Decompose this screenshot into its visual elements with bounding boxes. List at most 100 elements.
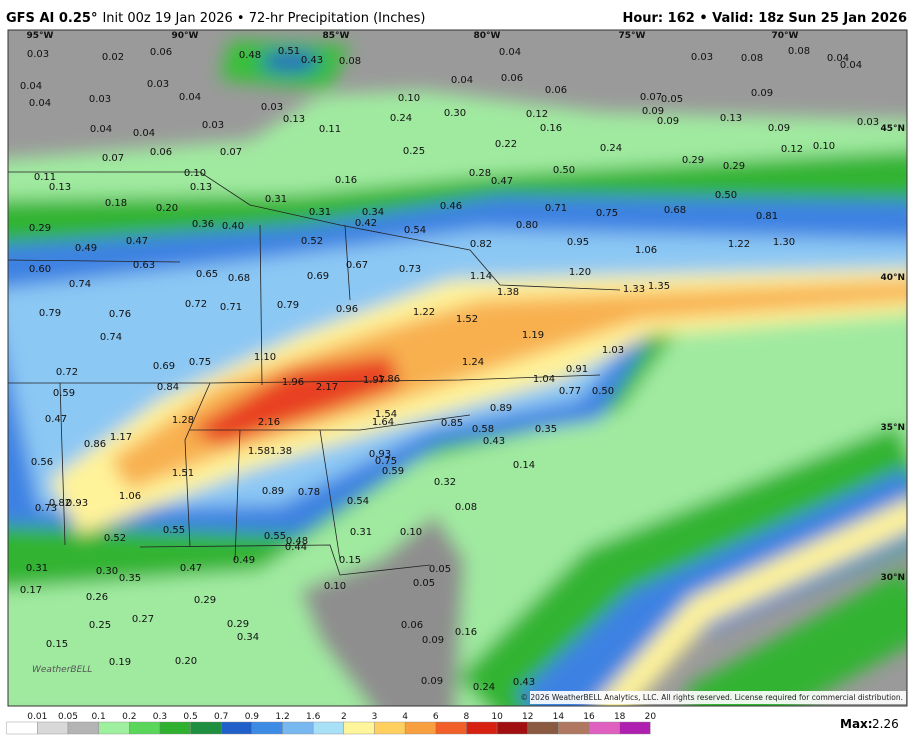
map-value-label: 0.22 (495, 139, 517, 150)
map-value-label: 0.58 (472, 424, 494, 435)
map-value-label: 0.04 (90, 124, 112, 135)
map-value-label: 0.52 (104, 533, 126, 544)
map-value-label: 0.08 (339, 56, 361, 67)
map-value-label: 1.38 (497, 287, 519, 298)
map-value-label: 0.04 (179, 92, 201, 103)
map-value-label: 0.09 (642, 106, 664, 117)
map-value-label: 0.55 (264, 531, 286, 542)
map-value-label: 0.05 (429, 564, 451, 575)
map-value-label: 0.50 (592, 386, 614, 397)
map-value-label: 0.85 (441, 418, 463, 429)
model: GFS AI 0.25° (6, 11, 97, 26)
map-value-label: 0.67 (346, 260, 368, 271)
map-value-label: 0.18 (105, 198, 127, 209)
map-value-label: 0.09 (768, 123, 790, 134)
map-value-label: 0.86 (84, 439, 106, 450)
header-left: GFS AI 0.25° Init 00z 19 Jan 2026 • 72-hr… (6, 11, 425, 26)
map-value-label: 0.79 (39, 308, 61, 319)
map-value-label: 0.29 (723, 161, 745, 172)
map-value-label: 0.07 (640, 92, 662, 103)
map-value-label: 0.06 (545, 85, 567, 96)
colorbar-label: 16 (583, 712, 595, 722)
map-value-label: 0.75 (375, 456, 397, 467)
colorbar-label: 0.7 (214, 712, 228, 722)
colorbar-swatch (37, 721, 69, 735)
map-value-label: 0.09 (421, 676, 443, 687)
map-value-label: 0.60 (29, 264, 51, 275)
colorbar-swatch (159, 721, 191, 735)
map-value-label: 0.55 (163, 525, 185, 536)
map-value-label: 0.24 (473, 682, 495, 693)
map-value-label: 0.34 (362, 207, 384, 218)
graticule-label: 90°W (172, 31, 199, 41)
map-value-label: 0.35 (119, 573, 141, 584)
map-value-label: 0.03 (691, 52, 713, 63)
map-value-label: 0.96 (336, 304, 358, 315)
map-value-label: 0.81 (756, 211, 778, 222)
map-value-label: 0.46 (440, 201, 462, 212)
map-value-label: 0.74 (69, 279, 91, 290)
map-value-label: 1.97 (363, 375, 385, 386)
map-value-label: 1.06 (119, 491, 141, 502)
border (8, 171, 621, 291)
map-value-label: 0.13 (283, 114, 305, 125)
colorbar-swatch (435, 721, 467, 735)
colorbar-label: 20 (645, 712, 657, 722)
map-value-label: 0.89 (490, 403, 512, 414)
graticule-label: 40°N (880, 273, 905, 283)
map-value-label: 0.47 (126, 236, 148, 247)
colorbar-label: 6 (433, 712, 439, 722)
map-value-label: 0.48 (286, 536, 308, 547)
value-labels: 0.03 0.02 0.06 0.48 0.510.43 0.080.04 0.03 0.08… (20, 46, 879, 693)
map-value-label: 1.20 (569, 267, 591, 278)
map-value-label: 0.71 (545, 203, 567, 214)
colorbar-label: 0.05 (58, 712, 78, 722)
map-value-label: 0.65 (196, 269, 218, 280)
map-value-label: 0.42 (355, 218, 377, 229)
map-value-label: 0.76 (109, 309, 131, 320)
map-value-label: 0.16 (335, 175, 357, 186)
map-value-label: 0.26 (86, 592, 108, 603)
map-value-label: 0.04 (20, 81, 42, 92)
colorbar-swatch (343, 721, 375, 735)
zone (300, 515, 465, 706)
map-value-label: 1.24 (462, 357, 484, 368)
map-value-label: 0.08 (788, 46, 810, 57)
graticule-label: 80°W (474, 31, 501, 41)
map-value-label: 1.17 (110, 432, 132, 443)
map-value-label: 0.09 (657, 116, 679, 127)
map-value-label: 0.48 (239, 50, 261, 61)
map-value-label: 0.19 (109, 657, 131, 668)
map-value-label: 1.22 (413, 307, 435, 318)
colorbar-swatch (619, 721, 651, 735)
map-value-label: 1.96 (282, 377, 304, 388)
map-value-label: 0.25 (89, 620, 111, 631)
max-value: 2.26 (872, 717, 899, 731)
map-value-label: 1.28 (172, 415, 194, 426)
colorbar-swatch (129, 721, 161, 735)
map-value-label: 0.68 (664, 205, 686, 216)
map-value-label: 0.13 (49, 182, 71, 193)
map-value-label: 0.13 (190, 182, 212, 193)
zone (592, 499, 907, 706)
map-value-label: 0.11 (319, 124, 341, 135)
map-value-label: 1.38 (270, 446, 292, 457)
colorbar-label: 0.5 (183, 712, 197, 722)
graticule-label: 95°W (27, 31, 54, 41)
map-value-label: 1.54 (375, 409, 397, 420)
border (139, 544, 431, 576)
map-value-label: 0.91 (566, 364, 588, 375)
map-value-label: 0.20 (156, 203, 178, 214)
map-value-label: 0.17 (20, 585, 42, 596)
map-value-label: 0.10 (398, 93, 420, 104)
map-value-label: 0.08 (741, 53, 763, 64)
map-value-label: 1.06 (635, 245, 657, 256)
map-value-label: 1.52 (456, 314, 478, 325)
map-value-label: 0.71 (220, 302, 242, 313)
map-value-label: 0.10 (184, 168, 206, 179)
map-value-label: 0.73 (399, 264, 421, 275)
map-value-label: 0.47 (180, 563, 202, 574)
map-value-label: 0.63 (133, 260, 155, 271)
boundaries (8, 171, 621, 576)
map-value-label: 0.29 (682, 155, 704, 166)
